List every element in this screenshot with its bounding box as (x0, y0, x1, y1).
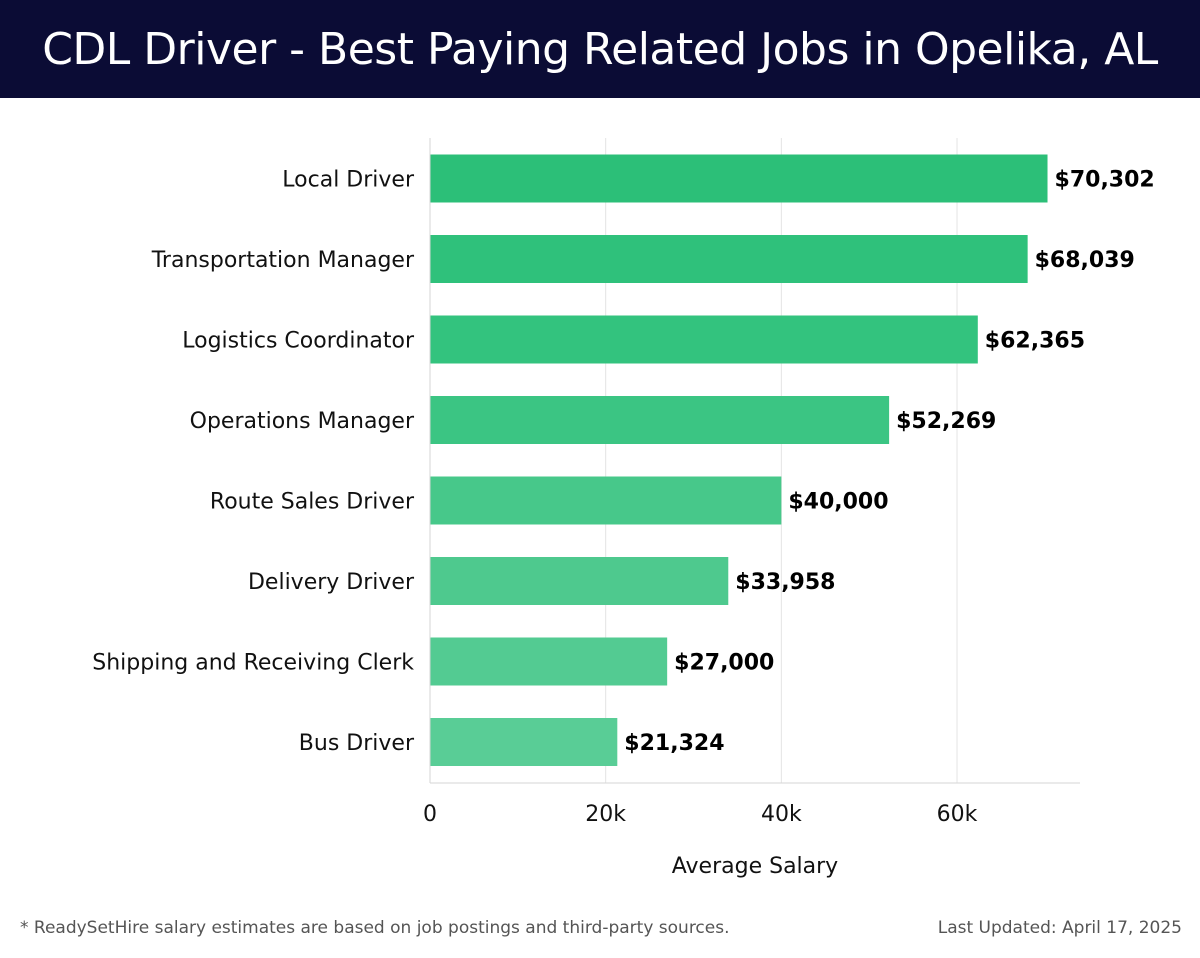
category-label-8: Bus Driver (299, 731, 415, 756)
category-label-7: Shipping and Receiving Clerk (92, 651, 414, 676)
header-banner: CDL Driver - Best Paying Related Jobs in… (0, 0, 1200, 98)
x-tick-label-2: 20k (585, 802, 626, 827)
value-label-1: $70,302 (1055, 168, 1155, 193)
bar-2 (430, 235, 1028, 283)
category-label-1: Local Driver (282, 168, 415, 193)
category-label-5: Route Sales Driver (210, 490, 415, 515)
footer-note: * ReadySetHire salary estimates are base… (20, 918, 730, 938)
salary-bar-chart: Local Driver $70,302 Transportation Manage… (92, 138, 1155, 879)
bar-1 (430, 154, 1048, 203)
bar-8 (430, 718, 618, 766)
value-label-4: $52,269 (896, 409, 996, 434)
bar-7 (430, 637, 668, 686)
value-label-6: $33,958 (735, 570, 835, 595)
bar-5 (430, 476, 782, 525)
x-axis-title: Average Salary (672, 854, 838, 879)
value-label-8: $21,324 (624, 731, 724, 756)
bar-4 (430, 396, 890, 444)
page-title: CDL Driver - Best Paying Related Jobs in… (42, 23, 1158, 75)
x-tick-label-3: 40k (761, 802, 802, 827)
category-label-2: Transportation Manager (151, 248, 415, 273)
bar-3 (430, 315, 978, 364)
category-label-3: Logistics Coordinator (182, 329, 415, 354)
x-tick-label-4: 60k (937, 802, 978, 827)
last-updated: Last Updated: April 17, 2025 (937, 918, 1182, 938)
bar-6 (430, 557, 729, 605)
x-tick-label-1: 0 (423, 802, 437, 827)
value-label-5: $40,000 (788, 490, 888, 515)
value-label-3: $62,365 (985, 329, 1085, 354)
category-label-6: Delivery Driver (248, 570, 415, 595)
category-label-4: Operations Manager (190, 409, 415, 434)
value-label-2: $68,039 (1035, 248, 1135, 273)
value-label-7: $27,000 (674, 651, 774, 676)
